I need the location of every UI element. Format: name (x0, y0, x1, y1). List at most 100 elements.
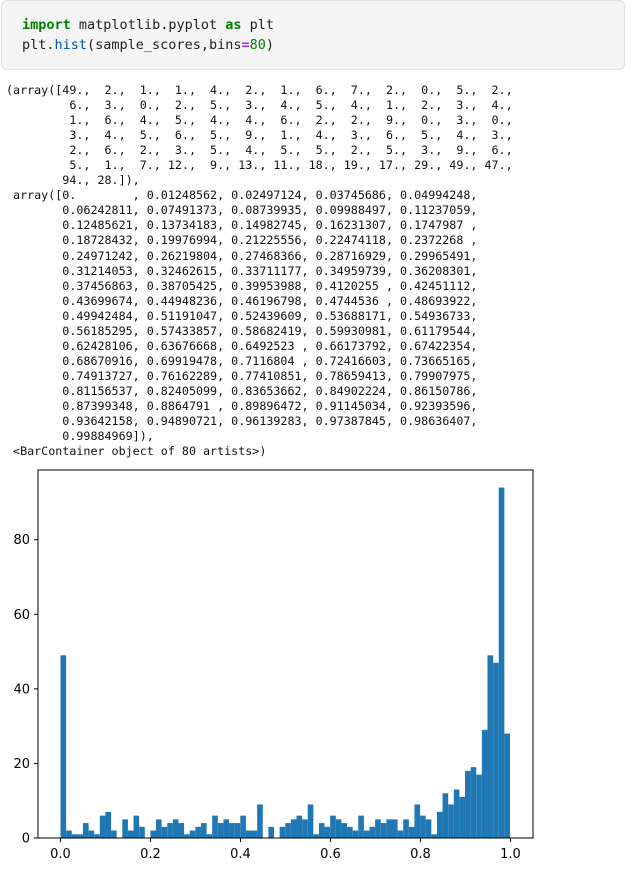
histogram-bar (268, 826, 275, 838)
histogram-bar (420, 815, 426, 838)
histogram-bar (229, 823, 235, 838)
histogram-bar (330, 815, 336, 838)
y-tick-label: 0 (22, 832, 30, 847)
histogram-bar (111, 830, 117, 838)
output-line: 0.62428106, 0.63676668, 0.6492523 , 0.66… (62, 338, 478, 353)
histogram-bar (167, 823, 173, 838)
histogram-bar (172, 819, 179, 838)
histogram-bar (442, 793, 449, 838)
histogram-bar (335, 819, 342, 838)
output-line: <BarContainer object of 80 artists>) (6, 444, 267, 459)
histogram-bar (476, 774, 482, 838)
histogram-bar (465, 770, 471, 838)
histogram-bar (184, 834, 190, 838)
output-line: 0.49942484, 0.51191047, 0.52439609, 0.53… (62, 308, 478, 323)
histogram-bar (127, 830, 134, 838)
histogram-bar (195, 826, 201, 838)
output-line: 0.56185295, 0.57433857, 0.58682419, 0.59… (62, 323, 478, 338)
histogram-bar (290, 819, 297, 838)
histogram-bar (178, 823, 185, 838)
output-line: 5., 1., 7., 12., 9., 13., 11., 18., 19.,… (69, 158, 513, 173)
y-tick-label: 80 (13, 533, 30, 548)
histogram-bar (504, 733, 510, 838)
x-tick-label: 0.2 (140, 847, 161, 862)
histogram-bar (341, 823, 348, 838)
output-line: 0.31214053, 0.32462615, 0.33711177, 0.34… (62, 263, 478, 278)
output-line: 1., 6., 4., 5., 4., 4., 6., 2., 2., 9., … (69, 113, 513, 128)
histogram-bar (105, 811, 112, 838)
histogram-bar (386, 819, 392, 838)
output-line: 3., 4., 5., 6., 5., 9., 1., 4., 3., 6., … (69, 128, 513, 143)
histogram-bar (369, 826, 376, 838)
output-line: 0.12485621, 0.13734183, 0.14982745, 0.16… (62, 218, 478, 233)
histogram-bar (363, 830, 370, 838)
histogram-bar (459, 796, 466, 838)
histogram-bar (200, 823, 207, 838)
output-line: 0.87399348, 0.8864791 , 0.89896472, 0.91… (62, 398, 478, 413)
x-tick-label: 0.8 (410, 847, 431, 862)
output-line: 0.06242811, 0.07491373, 0.08739935, 0.09… (62, 203, 478, 218)
x-tick-label: 1.0 (500, 847, 521, 862)
histogram-bar (318, 823, 325, 838)
cell-output-text: (array([49., 2., 1., 1., 4., 2., 1., 6.,… (6, 83, 513, 459)
output-line: 0.24971242, 0.26219804, 0.27468366, 0.28… (62, 248, 478, 263)
histogram-bar (66, 830, 72, 838)
histogram-bar (448, 804, 454, 838)
histogram-bar (206, 834, 213, 838)
histogram-bar (77, 834, 83, 838)
histogram-bar (212, 815, 218, 838)
histogram-plot: 0.0 0.2 0.4 0.6 0.8 1.0 0 20 40 60 80 (13, 469, 534, 862)
code-object: plt. (22, 37, 55, 53)
output-line: array([0. , 0.01248562, 0.02497124, 0.03… (13, 188, 478, 203)
keyword-import: import (22, 17, 71, 33)
histogram-bar (313, 834, 319, 838)
histogram-bar (391, 819, 398, 838)
code-close-paren: ) (265, 37, 275, 53)
output-line: 0.81156537, 0.82405099, 0.83653662, 0.84… (62, 383, 478, 398)
output-line: 0.74913727, 0.76162289, 0.77410851, 0.78… (62, 368, 478, 383)
histogram-bar (223, 819, 230, 838)
y-tick-label: 60 (13, 608, 30, 623)
histogram-bar (189, 830, 196, 838)
code-args: (sample_scores,bins (87, 37, 242, 53)
histogram-bar (408, 826, 415, 838)
y-axis-ticks: 0 20 40 60 80 (13, 533, 38, 847)
output-line: 0.93642158, 0.94890721, 0.96139283, 0.97… (62, 414, 478, 429)
output-line: 0.99884969]), (62, 429, 154, 444)
histogram-bar (234, 823, 241, 838)
histogram-bar (296, 815, 303, 838)
histogram-bar (82, 823, 89, 838)
histogram-bar (285, 823, 291, 838)
histogram-bar (94, 834, 100, 838)
histogram-bar (324, 826, 331, 838)
histogram-bar (99, 815, 106, 838)
module-alias: plt (249, 17, 275, 33)
bins-value: 80 (249, 37, 266, 53)
x-tick-label: 0.6 (320, 847, 341, 862)
keyword-as: as (225, 17, 242, 33)
histogram-bar (453, 789, 460, 838)
histogram-bar (425, 819, 432, 838)
histogram-bar (380, 823, 387, 838)
code-cell[interactable]: import matplotlib.pyplot as plt plt.hist… (1, 0, 625, 70)
module-name: matplotlib.pyplot (78, 17, 218, 33)
histogram-bar (481, 729, 488, 838)
output-line: 0.37456863, 0.38705425, 0.39953988, 0.41… (62, 278, 478, 293)
histogram-bar (122, 819, 128, 838)
histogram-bar (88, 830, 95, 838)
histogram-bar (217, 823, 224, 838)
histogram-bar (498, 487, 505, 838)
code-line-2: plt.hist(sample_scores,bins=80) (22, 36, 274, 55)
output-line: 0.18728432, 0.19976994, 0.21225556, 0.22… (62, 233, 478, 248)
histogram-bar (245, 830, 252, 838)
equals-operator: = (241, 37, 250, 53)
histogram-bar (156, 819, 162, 838)
histogram-bar (279, 826, 286, 838)
histogram-bar (352, 830, 359, 838)
y-tick-label: 40 (13, 682, 30, 697)
output-line: (array([49., 2., 1., 1., 4., 2., 1., 6.,… (6, 83, 513, 97)
histogram-bar (302, 819, 308, 838)
histogram-bar (347, 826, 353, 838)
histogram-bar (161, 826, 168, 838)
histogram-bar (487, 655, 494, 838)
